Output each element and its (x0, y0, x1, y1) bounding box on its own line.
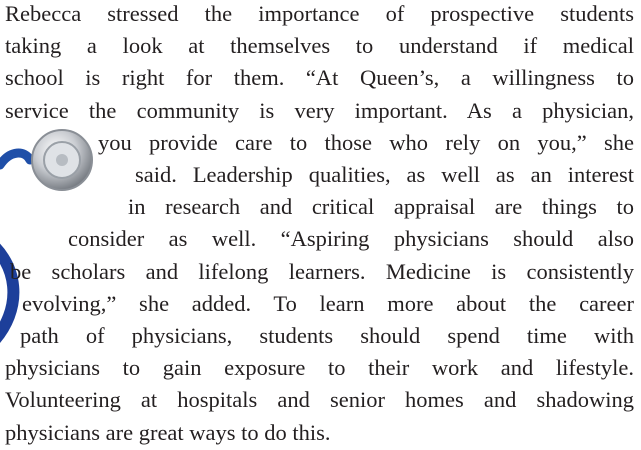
page: Rebecca stressed the importance of prosp… (0, 0, 641, 450)
text-line: service the community is very important.… (5, 95, 634, 127)
text-line: school is right for them. “At Queen’s, a… (5, 62, 634, 94)
text-line: path of physicians, students should spen… (20, 320, 634, 352)
text-line: physicians to gain exposure to their wor… (5, 352, 634, 384)
text-line: Rebecca stressed the importance of prosp… (5, 0, 634, 30)
text-line: taking a look at themselves to understan… (5, 30, 634, 62)
text-line: in research and critical appraisal are t… (128, 191, 634, 223)
text-line: be scholars and lifelong learners. Medic… (10, 256, 634, 288)
text-line: physicians are great ways to do this. (5, 417, 634, 449)
text-line: Volunteering at hospitals and senior hom… (5, 384, 634, 416)
text-line: you provide care to those who rely on yo… (98, 127, 634, 159)
text-line: consider as well. “Aspiring physicians s… (68, 223, 634, 255)
text-line: said. Leadership qualities, as well as a… (135, 159, 634, 191)
text-line: evolving,” she added. To learn more abou… (22, 288, 634, 320)
